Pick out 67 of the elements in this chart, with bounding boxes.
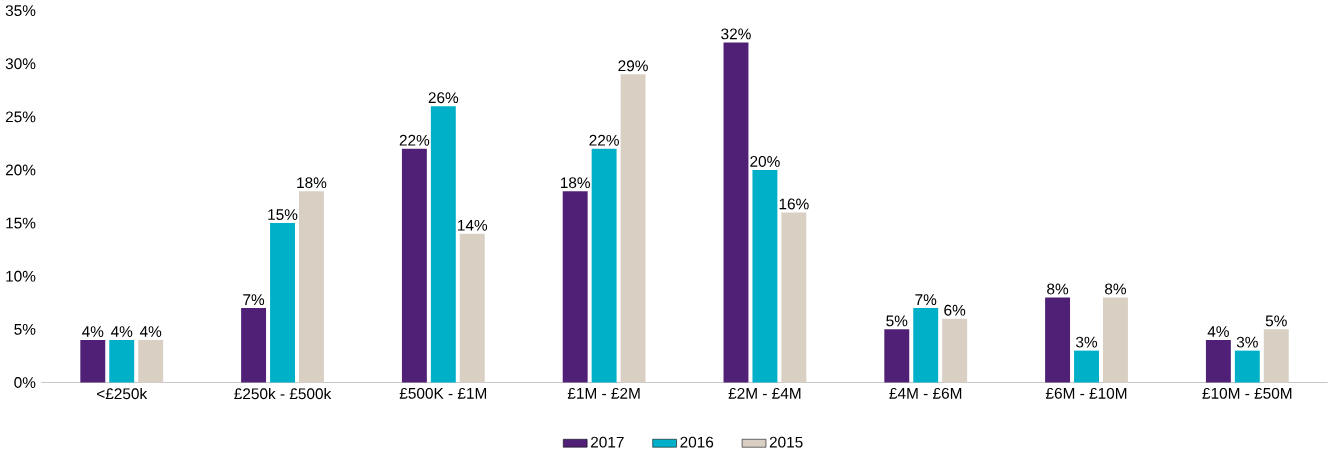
bar bbox=[781, 212, 807, 383]
y-tick-label: 0% bbox=[14, 376, 36, 388]
bar bbox=[562, 191, 588, 383]
data-label: 5% bbox=[1265, 315, 1287, 327]
data-label: 15% bbox=[268, 209, 298, 220]
x-tick-label: £4M - £6M bbox=[889, 387, 962, 399]
data-label: 8% bbox=[1105, 283, 1127, 295]
bar bbox=[1103, 297, 1128, 383]
data-label: 26% bbox=[428, 92, 459, 103]
data-label: 4% bbox=[82, 325, 104, 337]
bar bbox=[1234, 350, 1260, 383]
data-label: 7% bbox=[915, 294, 937, 305]
x-tick-label: £250k - £500k bbox=[234, 387, 332, 400]
data-label: 16% bbox=[779, 198, 809, 210]
bar bbox=[80, 339, 106, 383]
data-label: 6% bbox=[944, 304, 966, 316]
bar bbox=[1045, 297, 1071, 383]
data-label: 4% bbox=[110, 325, 133, 337]
x-tick-label: £10M - £50M bbox=[1202, 387, 1292, 399]
y-tick-label: 30% bbox=[5, 58, 36, 69]
data-label: 8% bbox=[1047, 283, 1069, 295]
x-tick-label: <£250k bbox=[97, 387, 148, 400]
data-label: 5% bbox=[886, 315, 908, 327]
data-label: 4% bbox=[139, 325, 162, 337]
bar bbox=[430, 106, 456, 383]
data-label: 18% bbox=[560, 177, 590, 188]
data-label: 22% bbox=[589, 134, 619, 146]
x-tick-label: £2M - £4M bbox=[728, 387, 801, 399]
x-tick-label: £500K - £1M bbox=[399, 387, 487, 399]
bar bbox=[459, 233, 485, 383]
data-label: 29% bbox=[618, 60, 648, 72]
bar bbox=[752, 169, 778, 383]
data-label: 18% bbox=[297, 177, 327, 188]
legend-label: 2016 bbox=[680, 436, 714, 448]
legend-label: 2015 bbox=[769, 436, 803, 448]
bar bbox=[1074, 350, 1099, 383]
data-label: 20% bbox=[750, 155, 780, 167]
y-tick-label: 20% bbox=[5, 164, 36, 176]
y-tick-label: 15% bbox=[6, 217, 36, 229]
data-label: 3% bbox=[1076, 336, 1098, 348]
bar bbox=[591, 148, 617, 383]
data-label: 32% bbox=[721, 28, 751, 40]
y-tick-label: 5% bbox=[14, 323, 36, 335]
bar bbox=[913, 307, 939, 383]
data-label: 22% bbox=[399, 134, 430, 146]
x-tick-label: £1M - £2M bbox=[567, 387, 640, 399]
data-label: 7% bbox=[243, 294, 265, 305]
bar bbox=[884, 329, 910, 383]
data-label: 14% bbox=[458, 219, 488, 231]
bar bbox=[1205, 339, 1231, 383]
bar bbox=[109, 339, 135, 383]
bar bbox=[620, 74, 646, 383]
y-tick-label: 25% bbox=[5, 111, 36, 123]
legend-label: 2017 bbox=[590, 436, 624, 448]
bar bbox=[401, 148, 427, 383]
y-tick-label: 10% bbox=[6, 270, 36, 282]
data-label: 3% bbox=[1236, 336, 1258, 348]
bar bbox=[723, 42, 749, 383]
bar bbox=[138, 339, 164, 383]
bar bbox=[1263, 329, 1289, 383]
bar bbox=[942, 318, 968, 383]
y-tick-label: 35% bbox=[5, 4, 36, 16]
bar bbox=[241, 307, 267, 383]
x-tick-label: £6M - £10M bbox=[1045, 387, 1127, 399]
bar bbox=[270, 222, 295, 383]
bar bbox=[299, 191, 324, 383]
data-label: 4% bbox=[1207, 325, 1229, 337]
